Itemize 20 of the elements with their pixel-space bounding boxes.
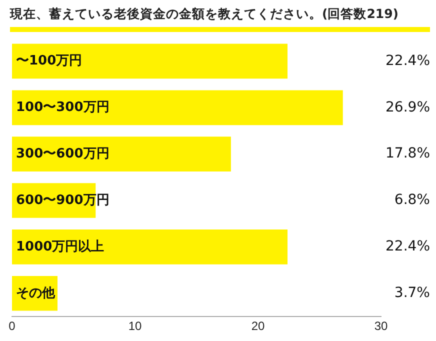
y-tick-label: その他	[16, 286, 56, 301]
y-tick-label: 300〜600万円	[16, 146, 110, 162]
bar	[12, 230, 288, 264]
x-tick-label: 0	[8, 319, 16, 334]
data-label: 22.4%	[386, 238, 430, 255]
bar	[12, 44, 288, 79]
chart-title: 現在、蓄えている老後資金の金額を教えてください。(回答数219)	[10, 6, 400, 23]
data-label: 22.4%	[386, 52, 430, 69]
y-tick-label: 1000万円以上	[16, 239, 104, 254]
x-tick-label: 30	[374, 319, 388, 334]
data-label: 17.8%	[386, 146, 430, 162]
bar	[12, 136, 231, 172]
y-tick-label: 〜100万円	[16, 54, 82, 69]
data-label: 6.8%	[394, 192, 430, 208]
x-tick-label: 20	[251, 319, 265, 334]
data-label: 26.9%	[386, 99, 430, 116]
data-label: 3.7%	[394, 285, 430, 302]
x-tick-label: 10	[128, 319, 142, 334]
y-tick-label: 100〜300万円	[16, 100, 110, 116]
bar	[12, 90, 343, 126]
